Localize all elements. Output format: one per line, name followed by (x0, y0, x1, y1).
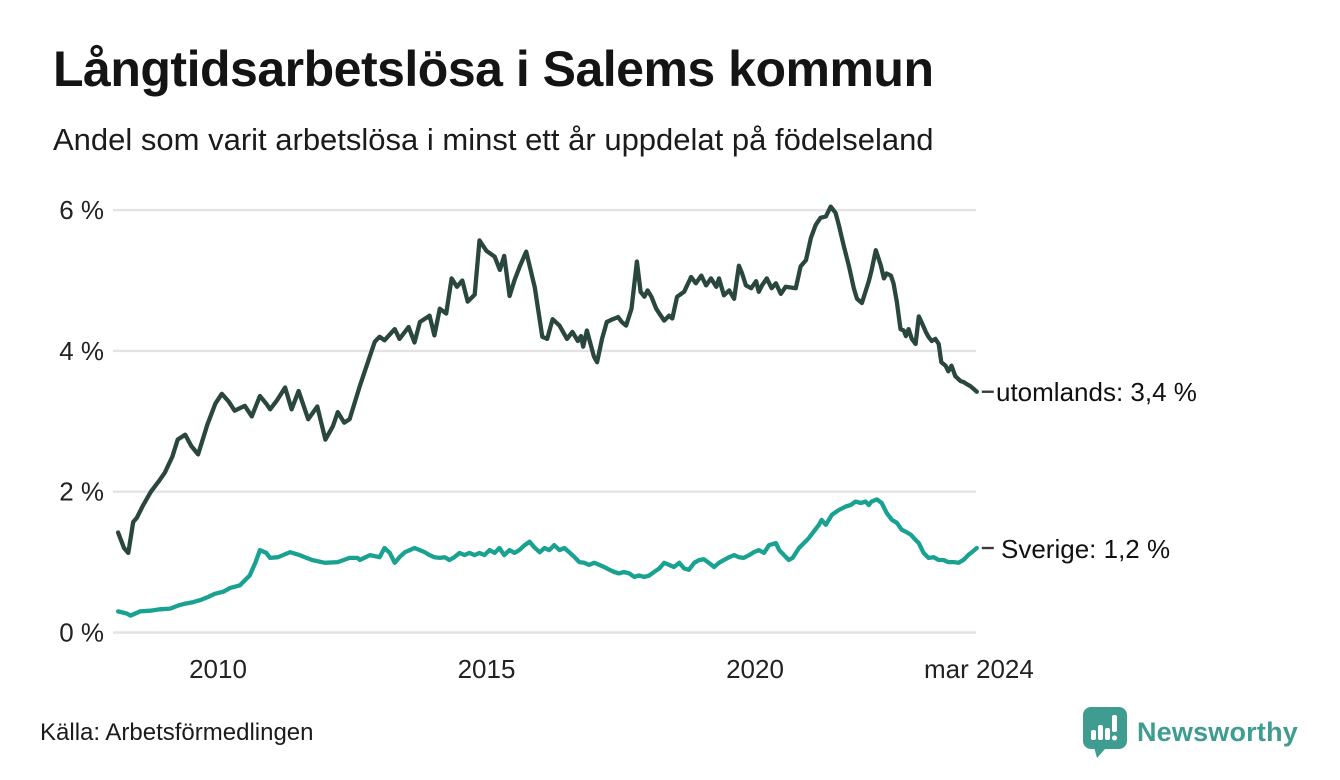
series-line-sverige (115, 497, 979, 618)
newsworthy-bubble-icon (1082, 707, 1127, 758)
series-end-label-sverige: Sverige: 1,2 % (1001, 534, 1171, 564)
source-note: Källa: Arbetsförmedlingen (40, 719, 314, 746)
y-tick-label: 6 % (59, 195, 104, 225)
x-tick-label: 2010 (189, 654, 247, 684)
page-subtitle: Andel som varit arbetslösa i minst ett å… (53, 122, 934, 157)
y-tick-label: 4 % (59, 336, 104, 366)
brand-name: Newsworthy (1136, 716, 1298, 747)
series-end-label-utomlands: utomlands: 3,4 % (996, 377, 1197, 407)
y-tick-label: 0 % (59, 618, 104, 648)
series-line-utomlands (115, 204, 979, 556)
y-tick-label: 2 % (59, 477, 104, 507)
x-tick-label: mar 2024 (924, 654, 1034, 684)
brand-logo: Newsworthy (1082, 706, 1298, 758)
x-tick-label: 2020 (726, 654, 784, 684)
x-tick-label: 2015 (458, 654, 516, 684)
page-title: Långtidsarbetslösa i Salems kommun (53, 41, 934, 97)
